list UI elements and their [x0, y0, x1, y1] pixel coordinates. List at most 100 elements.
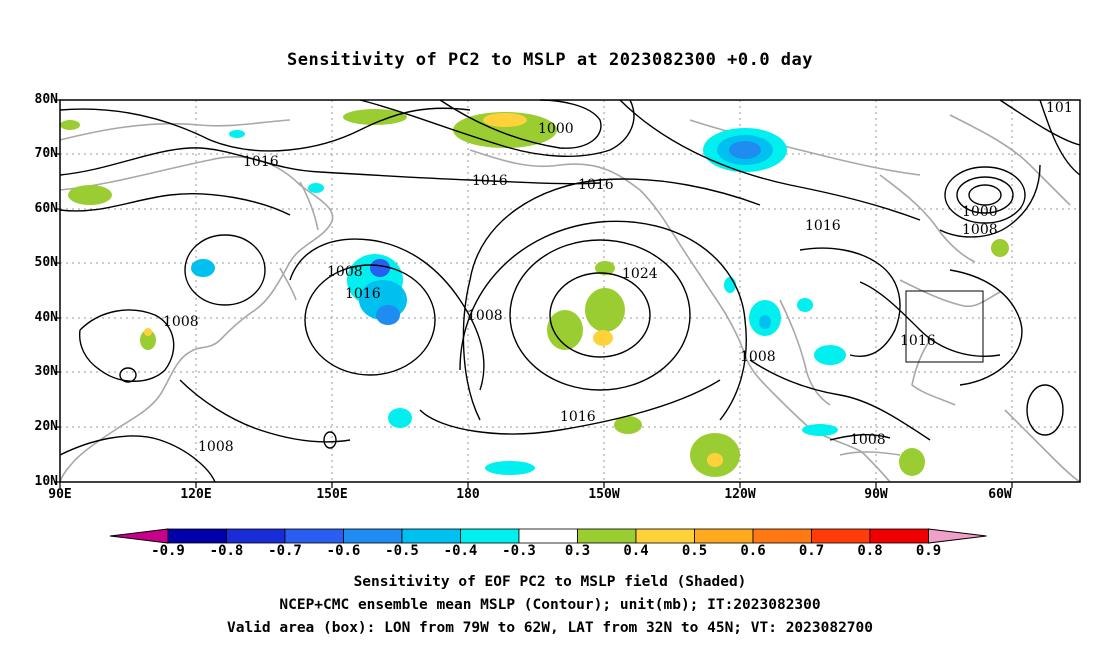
- caption-valid-area: Valid area (box): LON from 79W to 62W, L…: [226, 620, 873, 636]
- shade-patch: [797, 298, 813, 312]
- lat-label: 20N: [34, 419, 58, 434]
- colorbar-tick-label: 0.8: [857, 543, 883, 559]
- shade-patch: [140, 330, 156, 350]
- colorbar-swatch: [343, 528, 403, 544]
- contour-label: 1000: [538, 121, 574, 137]
- shade-patch: [585, 288, 625, 332]
- contour-label-group: 1016 1000 1016 1016 1016 1000 1008 1008 …: [163, 100, 1073, 455]
- colorbar-swatch: [460, 528, 520, 544]
- contour-label: 1016: [243, 154, 279, 170]
- mslp-contours: [59, 99, 1081, 483]
- lon-label: 90W: [864, 487, 888, 502]
- contour-label: 1008: [962, 222, 998, 238]
- tick-marks: [54, 99, 1013, 488]
- shade-patch: [68, 185, 112, 205]
- lat-label: 70N: [34, 146, 58, 161]
- caption-contour: NCEP+CMC ensemble mean MSLP (Contour); u…: [279, 597, 821, 613]
- shade-patch: [229, 130, 245, 138]
- colorbar-high-arrow: [928, 528, 987, 544]
- colorbar-swatch: [284, 528, 344, 544]
- colorbar-tick-label: -0.5: [385, 543, 419, 559]
- colorbar-tick-label: -0.4: [443, 543, 478, 559]
- colorbar-swatch: [226, 528, 286, 544]
- shade-patch: [343, 109, 407, 125]
- shade-patch: [614, 416, 642, 434]
- lat-label: 80N: [34, 92, 58, 107]
- lat-label: 50N: [34, 255, 58, 270]
- caption-shading: Sensitivity of EOF PC2 to MSLP field (Sh…: [353, 574, 747, 590]
- contour-label: 1016: [345, 286, 381, 302]
- colorbar-tick-label: -0.8: [209, 543, 244, 559]
- colorbar-swatch: [694, 528, 754, 544]
- colorbar-tick-label: -0.7: [268, 543, 302, 559]
- contour-label: 1016: [578, 177, 614, 193]
- colorbar-low-arrow: [109, 528, 169, 544]
- contour-label: 1008: [327, 264, 363, 280]
- shade-patch: [707, 453, 723, 467]
- shade-patch: [60, 120, 80, 130]
- lon-label: 180: [456, 487, 480, 502]
- shade-patch: [547, 310, 583, 350]
- colorbar-swatch: [811, 528, 871, 544]
- contour-label: 1008: [467, 308, 503, 324]
- lon-label: 150E: [316, 487, 348, 502]
- colorbar-tick-label: 0.9: [915, 543, 942, 559]
- shade-patch: [759, 315, 771, 329]
- lon-label: 60W: [988, 487, 1012, 502]
- map-frame: [59, 99, 1081, 483]
- colorbar-swatch: [752, 528, 812, 544]
- contour-label: 1016: [560, 409, 596, 425]
- colorbar-tick-label: -0.6: [326, 543, 361, 559]
- shade-patch: [814, 345, 846, 365]
- colorbar-swatch: [577, 528, 637, 544]
- lat-label: 10N: [34, 474, 58, 489]
- lon-label: 150W: [588, 487, 620, 502]
- coastlines: [59, 114, 1081, 483]
- lon-label: 90E: [48, 487, 72, 502]
- colorbar-swatch: [401, 528, 461, 544]
- contour-label: 101: [1046, 100, 1073, 116]
- colorbar-tick-label: 0.4: [623, 543, 649, 559]
- colorbar-tick-label: 0.6: [740, 543, 766, 559]
- shade-patch: [899, 448, 925, 476]
- colorbar-tick-label: -0.3: [502, 543, 536, 559]
- lat-label: 30N: [34, 364, 58, 379]
- shade-patch: [191, 259, 215, 277]
- contour-label: 1008: [198, 439, 234, 455]
- shade-patch: [308, 183, 324, 193]
- shade-patch: [802, 424, 838, 436]
- colorbar-swatch: [518, 528, 578, 544]
- shade-patch: [729, 141, 761, 159]
- contour-label: 1008: [850, 432, 886, 448]
- shade-patch: [724, 277, 736, 293]
- colorbar-tick-label: 0.3: [564, 543, 591, 559]
- shade-patch: [485, 461, 535, 475]
- colorbar-swatch: [635, 528, 695, 544]
- contour-label: 1008: [163, 314, 199, 330]
- lon-label: 120W: [724, 487, 756, 502]
- colorbar-tick-label: -0.9: [151, 543, 185, 559]
- colorbar: [109, 528, 987, 544]
- shade-patch: [388, 408, 412, 428]
- lat-label: 60N: [34, 201, 58, 216]
- shade-patch: [483, 113, 527, 127]
- contour-label: 1000: [962, 204, 998, 220]
- lat-label: 40N: [34, 310, 58, 325]
- colorbar-tick-label: 0.7: [798, 543, 825, 559]
- shade-patch: [595, 261, 615, 275]
- valid-area-box: [905, 290, 984, 363]
- colorbar-swatch: [167, 528, 227, 544]
- shade-patch: [144, 328, 152, 336]
- shade-patch: [593, 330, 613, 346]
- contour-label: 1016: [805, 218, 841, 234]
- shade-patch: [991, 239, 1009, 257]
- contour-label: 1016: [472, 173, 508, 189]
- contour-label: 1016: [900, 333, 936, 349]
- sensitivity-shading: [60, 109, 1009, 477]
- lon-label: 120E: [180, 487, 212, 502]
- shade-patch: [370, 259, 390, 277]
- shade-patch: [376, 305, 400, 325]
- colorbar-swatch: [869, 528, 929, 544]
- colorbar-tick-label: 0.5: [681, 543, 708, 559]
